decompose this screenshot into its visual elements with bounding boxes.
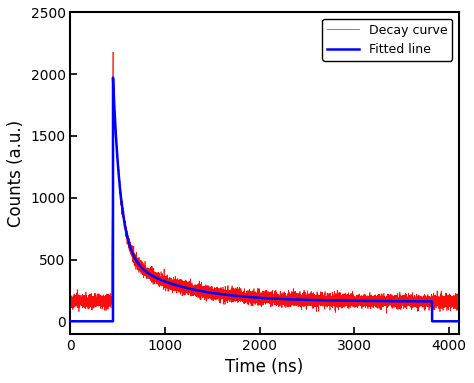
Fitted line [456, 319, 461, 324]
Y-axis label: Counts (a.u.): Counts (a.u.) [7, 119, 25, 227]
Fitted line [110, 75, 116, 80]
Fitted line [272, 296, 278, 301]
Fitted line [125, 237, 131, 242]
Fitted line [304, 298, 310, 302]
Decay curve [110, 50, 116, 54]
Fitted line [68, 319, 73, 324]
Decay curve [168, 280, 174, 285]
Decay curve [68, 298, 73, 302]
Fitted line [266, 296, 272, 301]
Decay curve [272, 294, 278, 299]
Decay curve [266, 294, 272, 299]
Decay curve [383, 311, 389, 316]
Decay curve [304, 301, 310, 306]
X-axis label: Time (ns): Time (ns) [225, 358, 304, 376]
Legend: Decay curve, Fitted line: Decay curve, Fitted line [322, 19, 452, 61]
Fitted line [88, 319, 94, 324]
Line: Decay curve: Decay curve [71, 52, 458, 313]
Decay curve [456, 302, 461, 307]
Decay curve [88, 295, 94, 299]
Decay curve [125, 238, 131, 242]
Line: Fitted line: Fitted line [71, 78, 458, 321]
Fitted line [168, 281, 174, 286]
